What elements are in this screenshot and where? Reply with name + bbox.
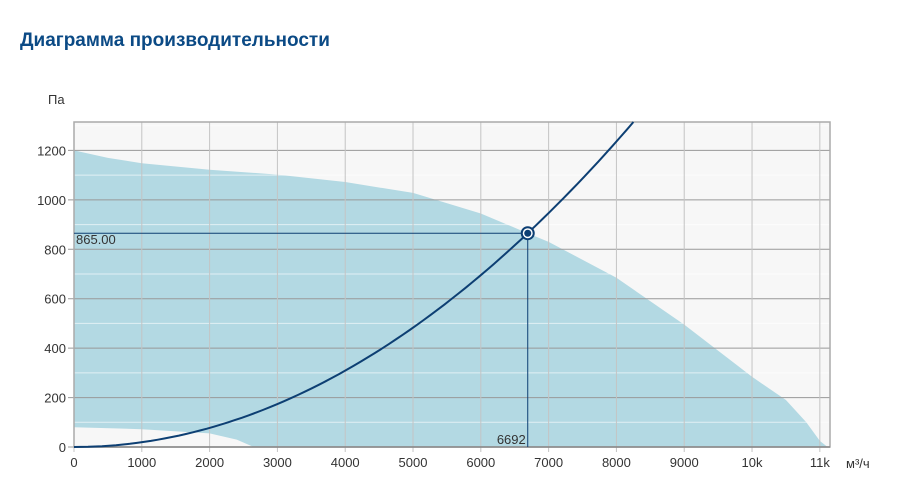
operating-flow-label: 6692 [497,432,526,447]
x-tick-label: 2000 [195,455,224,470]
x-tick-label: 6000 [466,455,495,470]
x-tick-label: 10k [742,455,763,470]
y-tick-label: 0 [59,440,66,455]
y-tick-label: 200 [44,391,66,406]
x-axis-label: м³/ч [846,456,870,471]
y-axis-label: Па [48,92,65,107]
page-title: Диаграмма производительности [20,30,330,51]
system-curve [73,121,635,448]
x-tick-label: 4000 [331,455,360,470]
x-tick-label: 11k [810,455,830,470]
y-tick-label: 1200 [37,143,66,158]
x-tick-label: 7000 [534,455,563,470]
y-tick-label: 400 [44,341,66,356]
x-tick-label: 1000 [127,455,156,470]
x-tick-label: 8000 [602,455,631,470]
operating-pressure-label: 865.00 [76,232,116,247]
y-tick-label: 800 [44,242,66,257]
x-tick-label: 5000 [399,455,428,470]
x-tick-label: 3000 [263,455,292,470]
x-tick-label: 9000 [670,455,699,470]
y-tick-label: 1000 [37,193,66,208]
x-tick-label: 0 [70,455,77,470]
operating-point [524,229,532,237]
y-tick-label: 600 [44,292,66,307]
